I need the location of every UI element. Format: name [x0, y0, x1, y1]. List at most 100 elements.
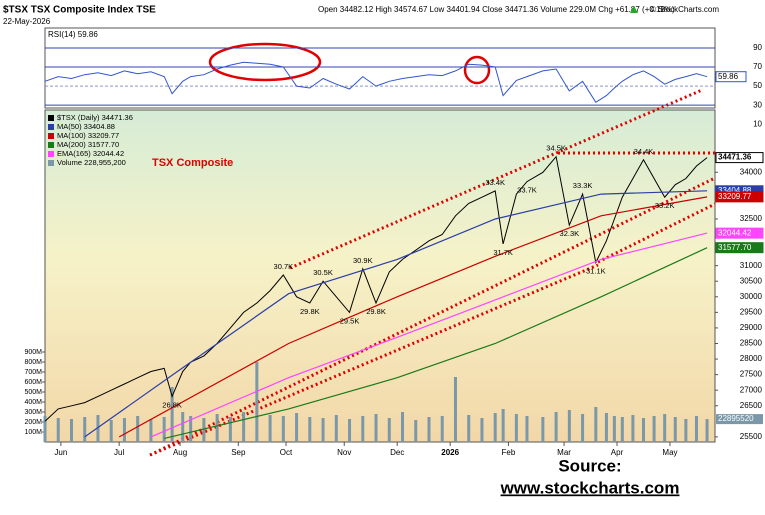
volume-tick-label: 200M [24, 419, 42, 426]
price-label: 29.8K [366, 307, 386, 316]
price-label: 29.5K [340, 316, 360, 325]
moving-average [150, 232, 708, 438]
copyright: © StockCharts.com [650, 5, 719, 14]
volume-bar [109, 420, 113, 442]
price-label: 31.7K [493, 248, 513, 257]
rsi-tick-label: 90 [753, 43, 762, 52]
volume-bar [215, 414, 219, 442]
y-tick-label: 26500 [740, 401, 763, 410]
up-icon [630, 6, 638, 13]
price-label: 30.7K [274, 262, 294, 271]
x-tick-label: May [662, 448, 677, 457]
trendlines [149, 88, 716, 457]
rsi-last-label: 59.86 [718, 72, 739, 81]
volume-bar [541, 417, 545, 442]
volume-bar [514, 414, 518, 442]
legend-label: MA(50) 33404.88 [57, 122, 115, 131]
legend-label: EMA(165) 32044.42 [57, 149, 124, 158]
price-label: 31.1K [586, 267, 606, 276]
volume-bar [631, 415, 635, 442]
x-tick-label: Apr [611, 448, 624, 457]
price-label: 26.8K [162, 400, 182, 409]
x-tick-label: Jun [54, 448, 67, 457]
volume-tick-label: 400M [24, 399, 42, 406]
price-label: 34.5K [546, 144, 566, 153]
volume-bar [361, 416, 365, 442]
volume-bar [189, 416, 193, 442]
volume-bar [401, 412, 405, 442]
volume-bar [684, 419, 688, 442]
x-tick-label: Feb [502, 448, 516, 457]
price-label: 34.4K [634, 147, 654, 156]
short-trendline [597, 202, 716, 264]
x-tick-label: Dec [390, 448, 404, 457]
legend-label: $TSX (Daily) 34471.36 [57, 113, 133, 122]
volume-tick-label: 700M [24, 369, 42, 376]
price-line [44, 155, 708, 422]
volume-bar [440, 416, 444, 442]
volume-bar [620, 417, 624, 442]
y-tick-label: 31000 [740, 261, 763, 270]
price-label: 33.4K [485, 178, 505, 187]
volume-bar [43, 416, 47, 442]
volume-bar [663, 414, 667, 442]
volume-bar [641, 418, 645, 442]
volume-bar [56, 418, 60, 442]
legend-swatch [48, 151, 54, 157]
x-tick-label: Jul [114, 448, 124, 457]
volume-bar [96, 415, 100, 442]
volume-bar [334, 415, 338, 442]
y-tick-label: 27000 [740, 385, 763, 394]
last-value-label: 34471.36 [718, 153, 752, 162]
price-label: 32.3K [560, 229, 580, 238]
x-tick-label: Sep [231, 448, 246, 457]
annotation: TSX Composite [152, 157, 233, 169]
volume-last-label: 22895520 [718, 414, 754, 423]
volume-tick-label: 900M [24, 349, 42, 356]
volume-bar [414, 420, 418, 442]
support-trendline [149, 263, 599, 457]
price-label: 30.5K [313, 268, 333, 277]
last-value-box [715, 191, 764, 203]
volume-tick-label: 600M [24, 379, 42, 386]
legend-swatch [48, 115, 54, 121]
last-value-label: 33209.77 [718, 192, 752, 201]
chart-title: $TSX TSX Composite Index TSE [3, 5, 156, 16]
moving-average [118, 196, 708, 438]
legend-swatch [48, 133, 54, 139]
volume-bar [387, 418, 391, 442]
volume-bar [493, 413, 497, 442]
y-tick-label: 34000 [740, 167, 763, 176]
legend-label: MA(100) 33209.77 [57, 131, 119, 140]
volume-bar [136, 416, 140, 442]
volume-bar [467, 415, 471, 442]
volume-bar [673, 417, 677, 442]
last-value-label: 33404.88 [718, 186, 752, 195]
volume-bar [281, 416, 285, 442]
volume-bar [705, 419, 709, 442]
highlight-ellipse [463, 55, 491, 85]
volume-bar [202, 418, 206, 442]
rsi-tick-label: 30 [753, 100, 762, 109]
rsi-panel [44, 27, 716, 109]
volume-bar [321, 418, 325, 442]
volume-bar [427, 417, 431, 442]
rsi-line [44, 61, 708, 103]
volume-bar [242, 412, 246, 442]
volume-tick-label: 100M [24, 429, 42, 436]
volume-bar [453, 377, 457, 442]
rsi-last-box [715, 71, 747, 83]
volume-bar [181, 412, 185, 442]
x-tick-label: Aug [173, 448, 187, 457]
chart-date: 22-May-2026 [3, 17, 51, 26]
legend-label: MA(200) 31577.70 [57, 140, 119, 149]
y-tick-label: 30000 [740, 292, 763, 301]
price-panel [44, 109, 716, 443]
volume-bar [255, 362, 259, 442]
price-label: 29.8K [300, 307, 320, 316]
volume-tick-label: 300M [24, 409, 42, 416]
volume-tick-label: 500M [24, 389, 42, 396]
y-tick-label: 29500 [740, 307, 763, 316]
volume-bar [268, 415, 272, 442]
legend-label: Volume 228,955,200 [57, 158, 126, 167]
